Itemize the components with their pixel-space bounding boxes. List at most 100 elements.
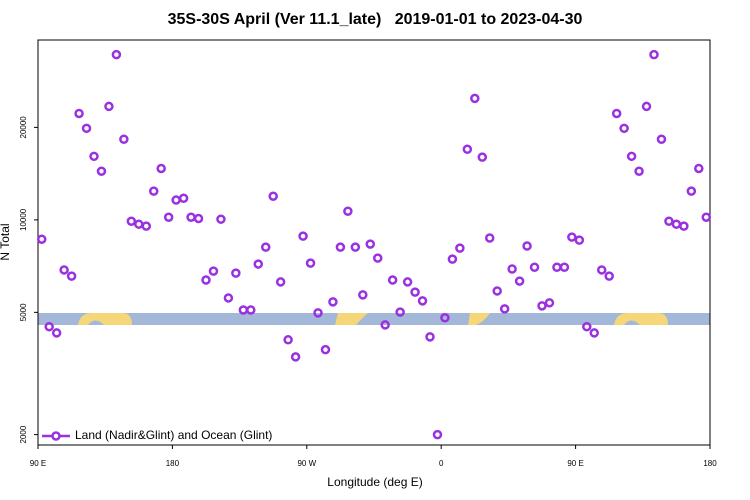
point xyxy=(350,242,361,252)
point xyxy=(268,191,278,201)
y-tick-label: 20000 xyxy=(19,116,28,139)
point xyxy=(432,429,443,440)
point xyxy=(425,332,435,342)
point xyxy=(343,206,353,216)
point xyxy=(462,144,473,154)
point xyxy=(201,275,211,285)
x-axis-label: Longitude (deg E) xyxy=(327,475,422,489)
point xyxy=(246,305,256,315)
point xyxy=(283,335,293,345)
point xyxy=(44,321,54,332)
point xyxy=(470,93,480,104)
point xyxy=(492,286,502,296)
legend-label: Land (Nadir&Glint) and Ocean (Glint) xyxy=(75,428,272,442)
point xyxy=(552,262,562,273)
x-tick-label: 90 E xyxy=(567,459,583,468)
point xyxy=(410,287,420,297)
point xyxy=(477,152,488,162)
point xyxy=(223,293,234,303)
point xyxy=(305,258,316,268)
point xyxy=(96,166,107,176)
point xyxy=(656,134,667,144)
point xyxy=(447,254,458,264)
point xyxy=(671,219,682,229)
point xyxy=(290,352,301,362)
point xyxy=(499,304,510,314)
point xyxy=(313,308,323,318)
point xyxy=(365,239,376,249)
point xyxy=(440,313,450,323)
point xyxy=(134,219,144,229)
point xyxy=(74,108,84,119)
point xyxy=(679,221,689,231)
point xyxy=(537,301,547,311)
point xyxy=(126,216,137,226)
y-tick-label: 5000 xyxy=(19,303,28,321)
point xyxy=(208,266,219,276)
y-tick-label: 10000 xyxy=(19,208,28,231)
y-axis-label: N Total xyxy=(0,223,12,260)
point xyxy=(589,328,600,338)
point xyxy=(358,290,368,300)
point xyxy=(641,101,652,112)
point xyxy=(455,243,465,253)
point xyxy=(529,262,540,273)
point xyxy=(186,212,196,222)
point xyxy=(89,151,99,162)
x-tick-label: 90 E xyxy=(30,459,46,468)
point xyxy=(417,296,428,306)
point xyxy=(51,328,62,338)
point xyxy=(81,123,92,134)
point xyxy=(328,297,338,307)
x-tick-label: 90 W xyxy=(297,459,316,468)
point xyxy=(275,277,286,287)
point xyxy=(320,344,331,355)
point xyxy=(596,265,607,275)
point xyxy=(634,166,644,176)
point xyxy=(59,265,69,275)
point xyxy=(231,268,241,278)
chart-title: 35S-30S April (Ver 11.1_late) 2019-01-01… xyxy=(168,11,583,28)
point xyxy=(522,241,532,251)
point xyxy=(216,214,226,224)
point xyxy=(544,298,555,308)
point xyxy=(335,242,346,252)
plot-frame xyxy=(37,39,711,446)
point xyxy=(694,163,704,174)
point xyxy=(66,271,77,281)
point xyxy=(298,231,308,241)
point xyxy=(567,232,577,242)
point xyxy=(193,213,204,224)
point xyxy=(559,262,570,273)
point xyxy=(253,259,264,269)
x-tick-label: 0 xyxy=(439,459,444,468)
point xyxy=(604,271,614,281)
point xyxy=(36,234,47,244)
point xyxy=(141,221,152,231)
point xyxy=(260,242,271,252)
point xyxy=(514,276,525,286)
point xyxy=(178,193,189,203)
point xyxy=(626,151,637,162)
x-tick-label: 180 xyxy=(166,459,180,468)
point xyxy=(619,123,629,134)
legend-marker xyxy=(51,431,61,441)
x-tick-label: 180 xyxy=(703,459,717,468)
point xyxy=(701,212,712,222)
point xyxy=(156,163,166,174)
y-tick-label: 2000 xyxy=(19,425,28,443)
point xyxy=(372,253,383,263)
point xyxy=(119,134,129,144)
point xyxy=(238,305,249,315)
point xyxy=(395,307,405,317)
point xyxy=(111,49,122,60)
point xyxy=(664,216,674,226)
point xyxy=(582,321,592,332)
point xyxy=(484,233,495,243)
point xyxy=(686,186,697,196)
point xyxy=(507,264,517,274)
point xyxy=(611,108,622,119)
point xyxy=(387,275,398,285)
point xyxy=(104,101,114,112)
